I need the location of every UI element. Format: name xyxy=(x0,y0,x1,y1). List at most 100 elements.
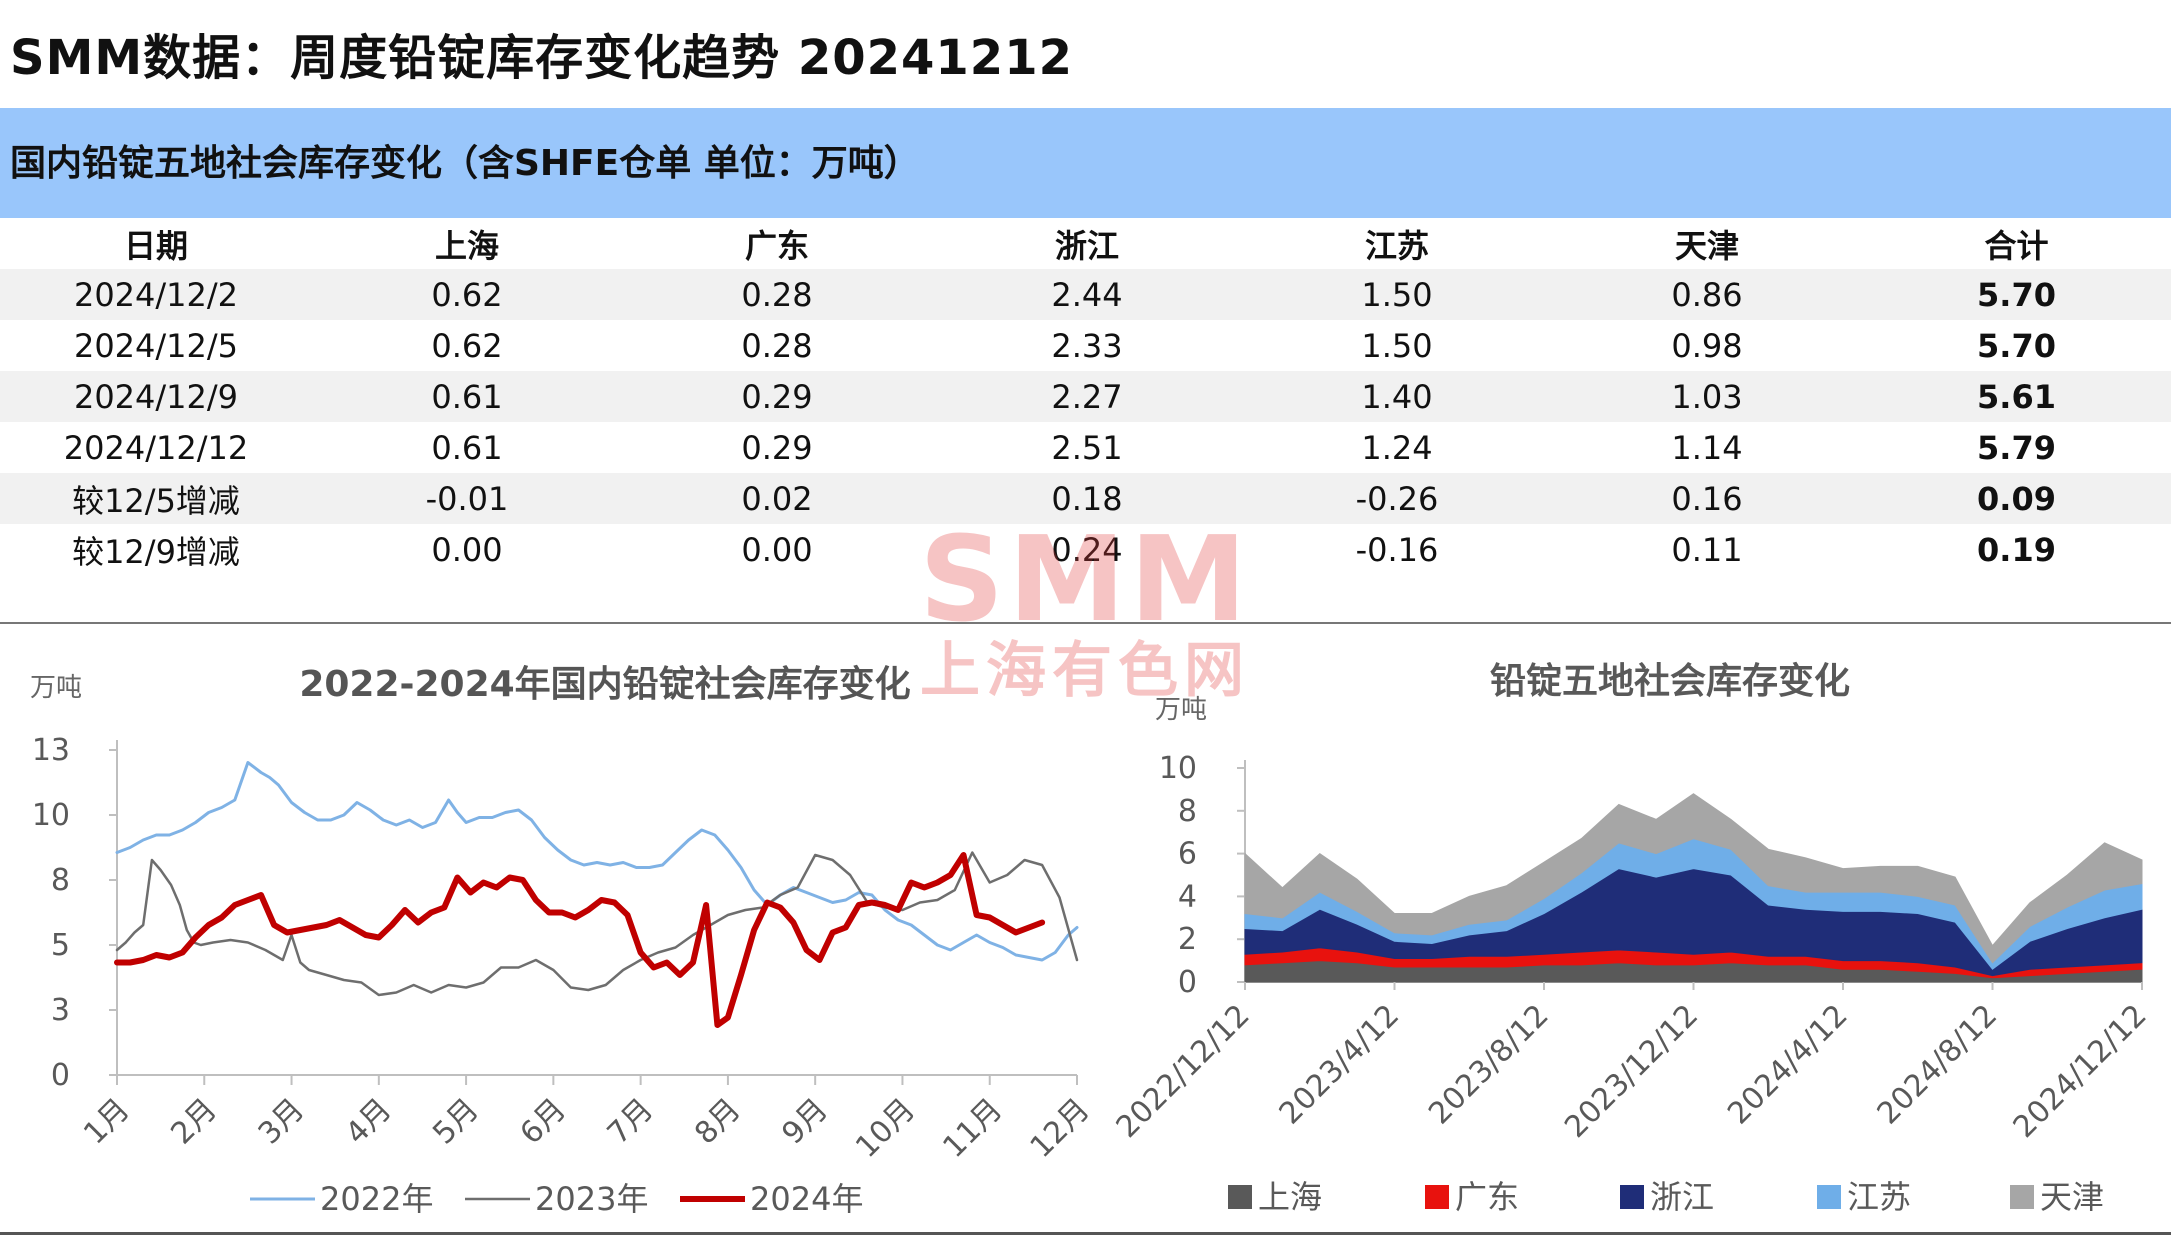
table-cell: 0.61 xyxy=(431,428,503,467)
table-cell: 0.00 xyxy=(741,530,813,569)
y-tick-label: 0 xyxy=(1178,965,1197,1000)
x-tick-label: 2023/4/12 xyxy=(1273,998,1407,1132)
y-tick-label: 3 xyxy=(51,993,70,1028)
table-cell: 2.51 xyxy=(1051,428,1123,467)
table-title: 国内铅锭五地社会库存变化（含SHFE仓单 单位：万吨） xyxy=(10,143,920,184)
y-tick-label: 10 xyxy=(1159,751,1197,786)
table-cell-total: 5.70 xyxy=(1862,269,2171,320)
column-header: 广东 xyxy=(744,226,809,265)
column-header: 浙江 xyxy=(1054,226,1119,265)
table-cell: 较12/9增减 xyxy=(72,532,240,571)
table-cell: 0.98 xyxy=(1671,326,1743,365)
legend-label: 2022年 xyxy=(320,1180,433,1218)
series-line-2022年 xyxy=(115,761,1079,962)
table-cell: 2.27 xyxy=(932,371,1242,422)
table-cell-total: 5.61 xyxy=(1862,371,2171,422)
legend-swatch xyxy=(1228,1185,1252,1209)
table-cell: 2024/12/2 xyxy=(0,269,312,320)
column-header: 上海 xyxy=(434,226,499,265)
x-tick-label: 12月 xyxy=(1024,1092,1097,1165)
column-header: 合计 xyxy=(1984,226,2049,265)
table-cell: 0.62 xyxy=(312,269,622,320)
table-row: 较12/5增减 -0.01 0.02 0.18 -0.26 0.16 0.09 xyxy=(0,473,2171,524)
table-cell: 较12/5增减 xyxy=(0,473,312,524)
x-tick-label: 2022/12/12 xyxy=(1110,998,1257,1145)
legend-label: 2023年 xyxy=(535,1180,648,1218)
x-tick-label: 10月 xyxy=(849,1092,922,1165)
x-tick-label: 7月 xyxy=(601,1092,660,1151)
table-cell: 1.03 xyxy=(1552,371,1862,422)
legend-label: 上海 xyxy=(1258,1178,1322,1216)
x-tick-label: 8月 xyxy=(688,1092,747,1151)
column-header: 江苏 xyxy=(1364,226,1429,265)
x-tick-label: 2月 xyxy=(164,1092,223,1151)
table-row: 较12/9增减 0.00 0.00 0.24 -0.16 0.11 0.19 xyxy=(0,524,2171,575)
table-cell-total: 0.09 xyxy=(1862,473,2171,524)
x-tick-label: 6月 xyxy=(514,1092,573,1151)
legend-swatch xyxy=(1817,1185,1841,1209)
legend-swatch xyxy=(2010,1185,2034,1209)
table-cell: 1.40 xyxy=(1242,371,1552,422)
table-cell: 0.18 xyxy=(932,473,1242,524)
table-cell: 0.61 xyxy=(312,371,622,422)
page-title: SMM数据：周度铅锭库存变化趋势 20241212 xyxy=(10,30,1074,86)
column-header: 日期 xyxy=(123,226,188,265)
x-tick-label: 9月 xyxy=(775,1092,834,1151)
y-axis-unit-label: 万吨 xyxy=(30,673,82,703)
y-tick-label: 2 xyxy=(1178,922,1197,957)
legend-label: 广东 xyxy=(1455,1178,1519,1216)
table-cell: 2024/12/5 xyxy=(73,326,239,365)
table-row: 2024/12/9 0.61 0.29 2.27 1.40 1.03 5.61 xyxy=(0,371,2171,422)
chart-title: 2022-2024年国内铅锭社会库存变化 xyxy=(299,663,910,705)
table-cell: 0.29 xyxy=(741,428,813,467)
table-cell: 0.28 xyxy=(741,326,813,365)
table-cell: 0.28 xyxy=(622,269,932,320)
series-line-2024年 xyxy=(114,852,1046,1028)
table-title-banner: 国内铅锭五地社会库存变化（含SHFE仓单 单位：万吨） xyxy=(0,108,2171,218)
column-header: 天津 xyxy=(1674,226,1739,265)
table-cell: 0.11 xyxy=(1671,530,1743,569)
legend-label: 浙江 xyxy=(1650,1178,1714,1216)
table-row: 2024/12/12 0.61 0.29 2.51 1.24 1.14 5.79 xyxy=(0,422,2171,473)
table-cell: 2.44 xyxy=(932,269,1242,320)
inventory-table: 日期 上海 广东 浙江 江苏 天津 合计 2024/12/2 0.62 0.28… xyxy=(0,218,2171,575)
table-cell-total: 0.19 xyxy=(1977,530,2056,569)
series-line-2023年 xyxy=(115,851,1079,997)
legend-swatch xyxy=(1425,1185,1449,1209)
y-tick-label: 5 xyxy=(51,928,70,963)
table-cell-total: 5.79 xyxy=(1977,428,2056,467)
table-cell: 2024/12/12 xyxy=(63,428,249,467)
table-row: 2024/12/2 0.62 0.28 2.44 1.50 0.86 5.70 xyxy=(0,269,2171,320)
table-cell: 0.86 xyxy=(1552,269,1862,320)
table-cell: 1.50 xyxy=(1242,269,1552,320)
table-cell: -0.16 xyxy=(1355,530,1439,569)
y-tick-label: 10 xyxy=(32,798,70,833)
x-tick-label: 2024/12/12 xyxy=(2007,998,2154,1145)
table-row: 2024/12/5 0.62 0.28 2.33 1.50 0.98 5.70 xyxy=(0,320,2171,371)
legend-label: 江苏 xyxy=(1847,1178,1911,1216)
y-tick-label: 0 xyxy=(51,1058,70,1093)
y-axis-unit-label: 万吨 xyxy=(1155,695,1207,725)
table-cell: 1.50 xyxy=(1361,326,1433,365)
x-tick-label: 11月 xyxy=(936,1092,1009,1165)
table-cell: 1.24 xyxy=(1361,428,1433,467)
legend-label: 2024年 xyxy=(750,1180,863,1218)
legend-label: 天津 xyxy=(2040,1178,2104,1216)
y-tick-label: 13 xyxy=(32,733,70,768)
x-tick-label: 4月 xyxy=(339,1092,398,1151)
x-tick-label: 2024/4/12 xyxy=(1721,998,1855,1132)
x-tick-label: 2024/8/12 xyxy=(1871,998,2005,1132)
table-cell: 0.00 xyxy=(431,530,503,569)
table-cell: 2.33 xyxy=(1051,326,1123,365)
table-cell: 0.16 xyxy=(1552,473,1862,524)
x-tick-label: 2023/12/12 xyxy=(1558,998,1705,1145)
table-cell: 0.29 xyxy=(622,371,932,422)
table-cell: -0.26 xyxy=(1242,473,1552,524)
section-divider xyxy=(0,622,2171,624)
chart-title: 铅锭五地社会库存变化 xyxy=(1490,660,1850,702)
bottom-divider xyxy=(0,1232,2171,1235)
x-tick-label: 2023/8/12 xyxy=(1422,998,1556,1132)
table-cell: 0.24 xyxy=(1051,530,1123,569)
area-天津 xyxy=(1244,793,2143,964)
